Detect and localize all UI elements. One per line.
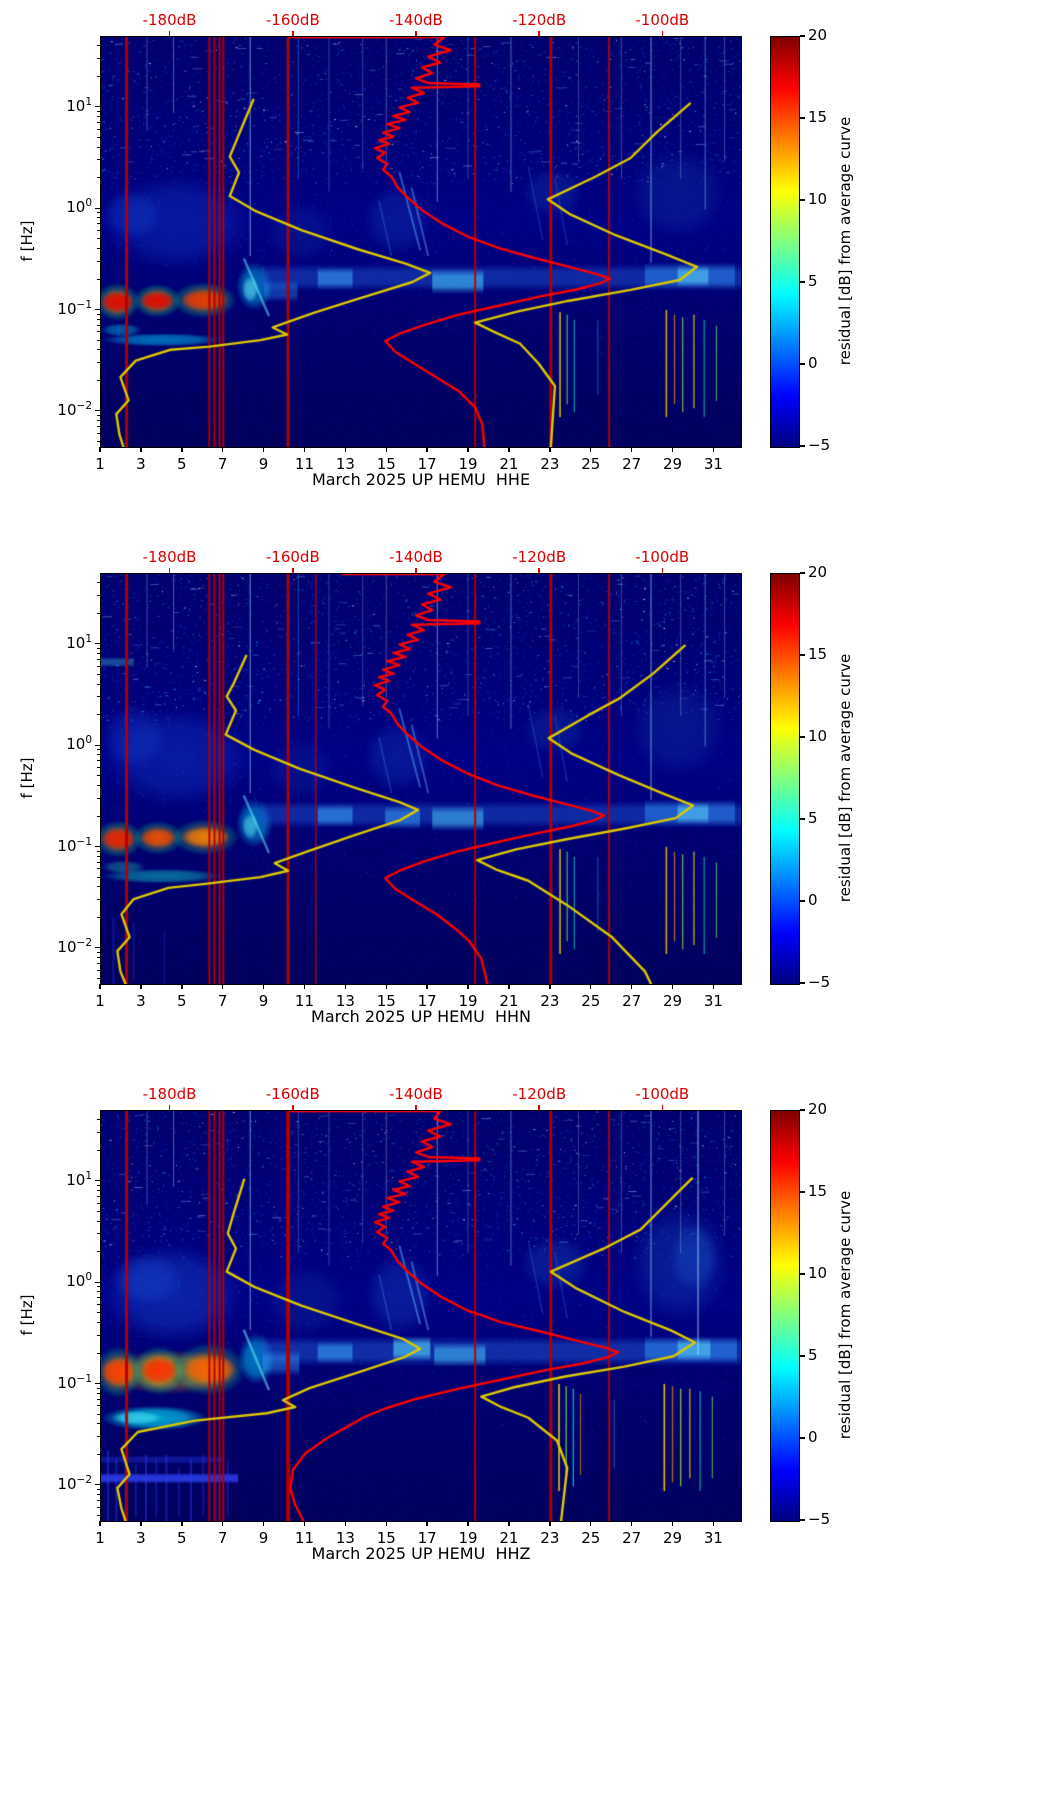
colorbar-tick	[800, 117, 805, 119]
top-axis-tick-label: -180dB	[142, 1085, 197, 1103]
colorbar-tick	[800, 1519, 805, 1521]
colorbar-tick	[800, 199, 805, 201]
y-axis-tick-label: 101	[66, 632, 92, 652]
y-axis-tick-label: 100	[66, 734, 92, 754]
colorbar-tick	[800, 1437, 805, 1439]
colorbar-tick	[800, 1191, 805, 1193]
colorbar-tick	[800, 982, 805, 984]
spectrogram-panel-hhe: f [Hz] -180dB -160dB -140dB -120dB -100dB 10…	[0, 0, 1052, 537]
x-axis-label: March 2025 UP HEMU HHN	[311, 1007, 531, 1026]
spectrogram-canvas	[100, 573, 742, 985]
colorbar-label: residual [dB] from average curve	[836, 653, 854, 903]
top-axis-tick-label: -180dB	[142, 11, 197, 29]
spectrogram-panel-hhn: f [Hz] -180dB -160dB -140dB -120dB -100dB 10…	[0, 537, 1052, 1074]
y-axis-label: f [Hz]	[18, 757, 36, 799]
y-axis-label: f [Hz]	[18, 1294, 36, 1336]
top-axis-tick-label: -140dB	[388, 11, 443, 29]
y-axis-tick-label: 10−2	[57, 936, 92, 956]
top-axis-tick-label: -100dB	[635, 11, 690, 29]
y-axis-tick-label: 10−1	[57, 1372, 92, 1392]
colorbar-label: residual [dB] from average curve	[836, 116, 854, 366]
x-axis-label: March 2025 UP HEMU HHZ	[311, 1544, 531, 1563]
y-axis-tick-label: 101	[66, 95, 92, 115]
top-axis-tick-label: -120dB	[512, 548, 567, 566]
colorbar	[770, 1110, 800, 1522]
colorbar-tick-label: −5	[808, 436, 831, 454]
spectrogram-canvas	[100, 36, 742, 448]
colorbar-tick-label: 20	[808, 26, 828, 44]
colorbar-tick	[800, 35, 805, 37]
x-axis-label: March 2025 UP HEMU HHE	[311, 470, 531, 489]
colorbar	[770, 36, 800, 448]
colorbar-tick	[800, 1109, 805, 1111]
y-axis-tick-label: 100	[66, 197, 92, 217]
colorbar-tick	[800, 900, 805, 902]
y-axis-tick-label: 10−1	[57, 835, 92, 855]
colorbar-tick	[800, 281, 805, 283]
colorbar-tick	[800, 1355, 805, 1357]
top-axis-tick-label: -100dB	[635, 1085, 690, 1103]
top-axis-tick-label: -120dB	[512, 11, 567, 29]
top-axis-tick-label: -140dB	[388, 1085, 443, 1103]
colorbar-tick	[800, 572, 805, 574]
y-axis-tick-label: 10−2	[57, 1473, 92, 1493]
colorbar	[770, 573, 800, 985]
colorbar-tick	[800, 736, 805, 738]
top-axis-tick-label: -180dB	[142, 548, 197, 566]
y-axis-tick-label: 10−1	[57, 298, 92, 318]
colorbar-tick-label: 20	[808, 1100, 828, 1118]
y-axis-tick-label: 10−2	[57, 399, 92, 419]
colorbar-tick-label: −5	[808, 1510, 831, 1528]
colorbar-tick-label: −5	[808, 973, 831, 991]
top-axis-tick-label: -100dB	[635, 548, 690, 566]
colorbar-tick	[800, 654, 805, 656]
colorbar-tick-label: 20	[808, 563, 828, 581]
colorbar-tick	[800, 445, 805, 447]
top-axis-tick-label: -140dB	[388, 548, 443, 566]
top-axis-tick-label: -160dB	[265, 548, 320, 566]
y-axis-label: f [Hz]	[18, 220, 36, 262]
top-axis-tick-label: -160dB	[265, 1085, 320, 1103]
top-axis-tick-label: -120dB	[512, 1085, 567, 1103]
colorbar-tick	[800, 1273, 805, 1275]
spectrogram-canvas	[100, 1110, 742, 1522]
spectrogram-panel-hhz: f [Hz] -180dB -160dB -140dB -120dB -100dB 10…	[0, 1074, 1052, 1611]
y-axis-tick-label: 101	[66, 1169, 92, 1189]
top-axis-tick-label: -160dB	[265, 11, 320, 29]
colorbar-tick	[800, 363, 805, 365]
y-axis-tick-label: 100	[66, 1271, 92, 1291]
colorbar-tick	[800, 818, 805, 820]
colorbar-label: residual [dB] from average curve	[836, 1190, 854, 1440]
